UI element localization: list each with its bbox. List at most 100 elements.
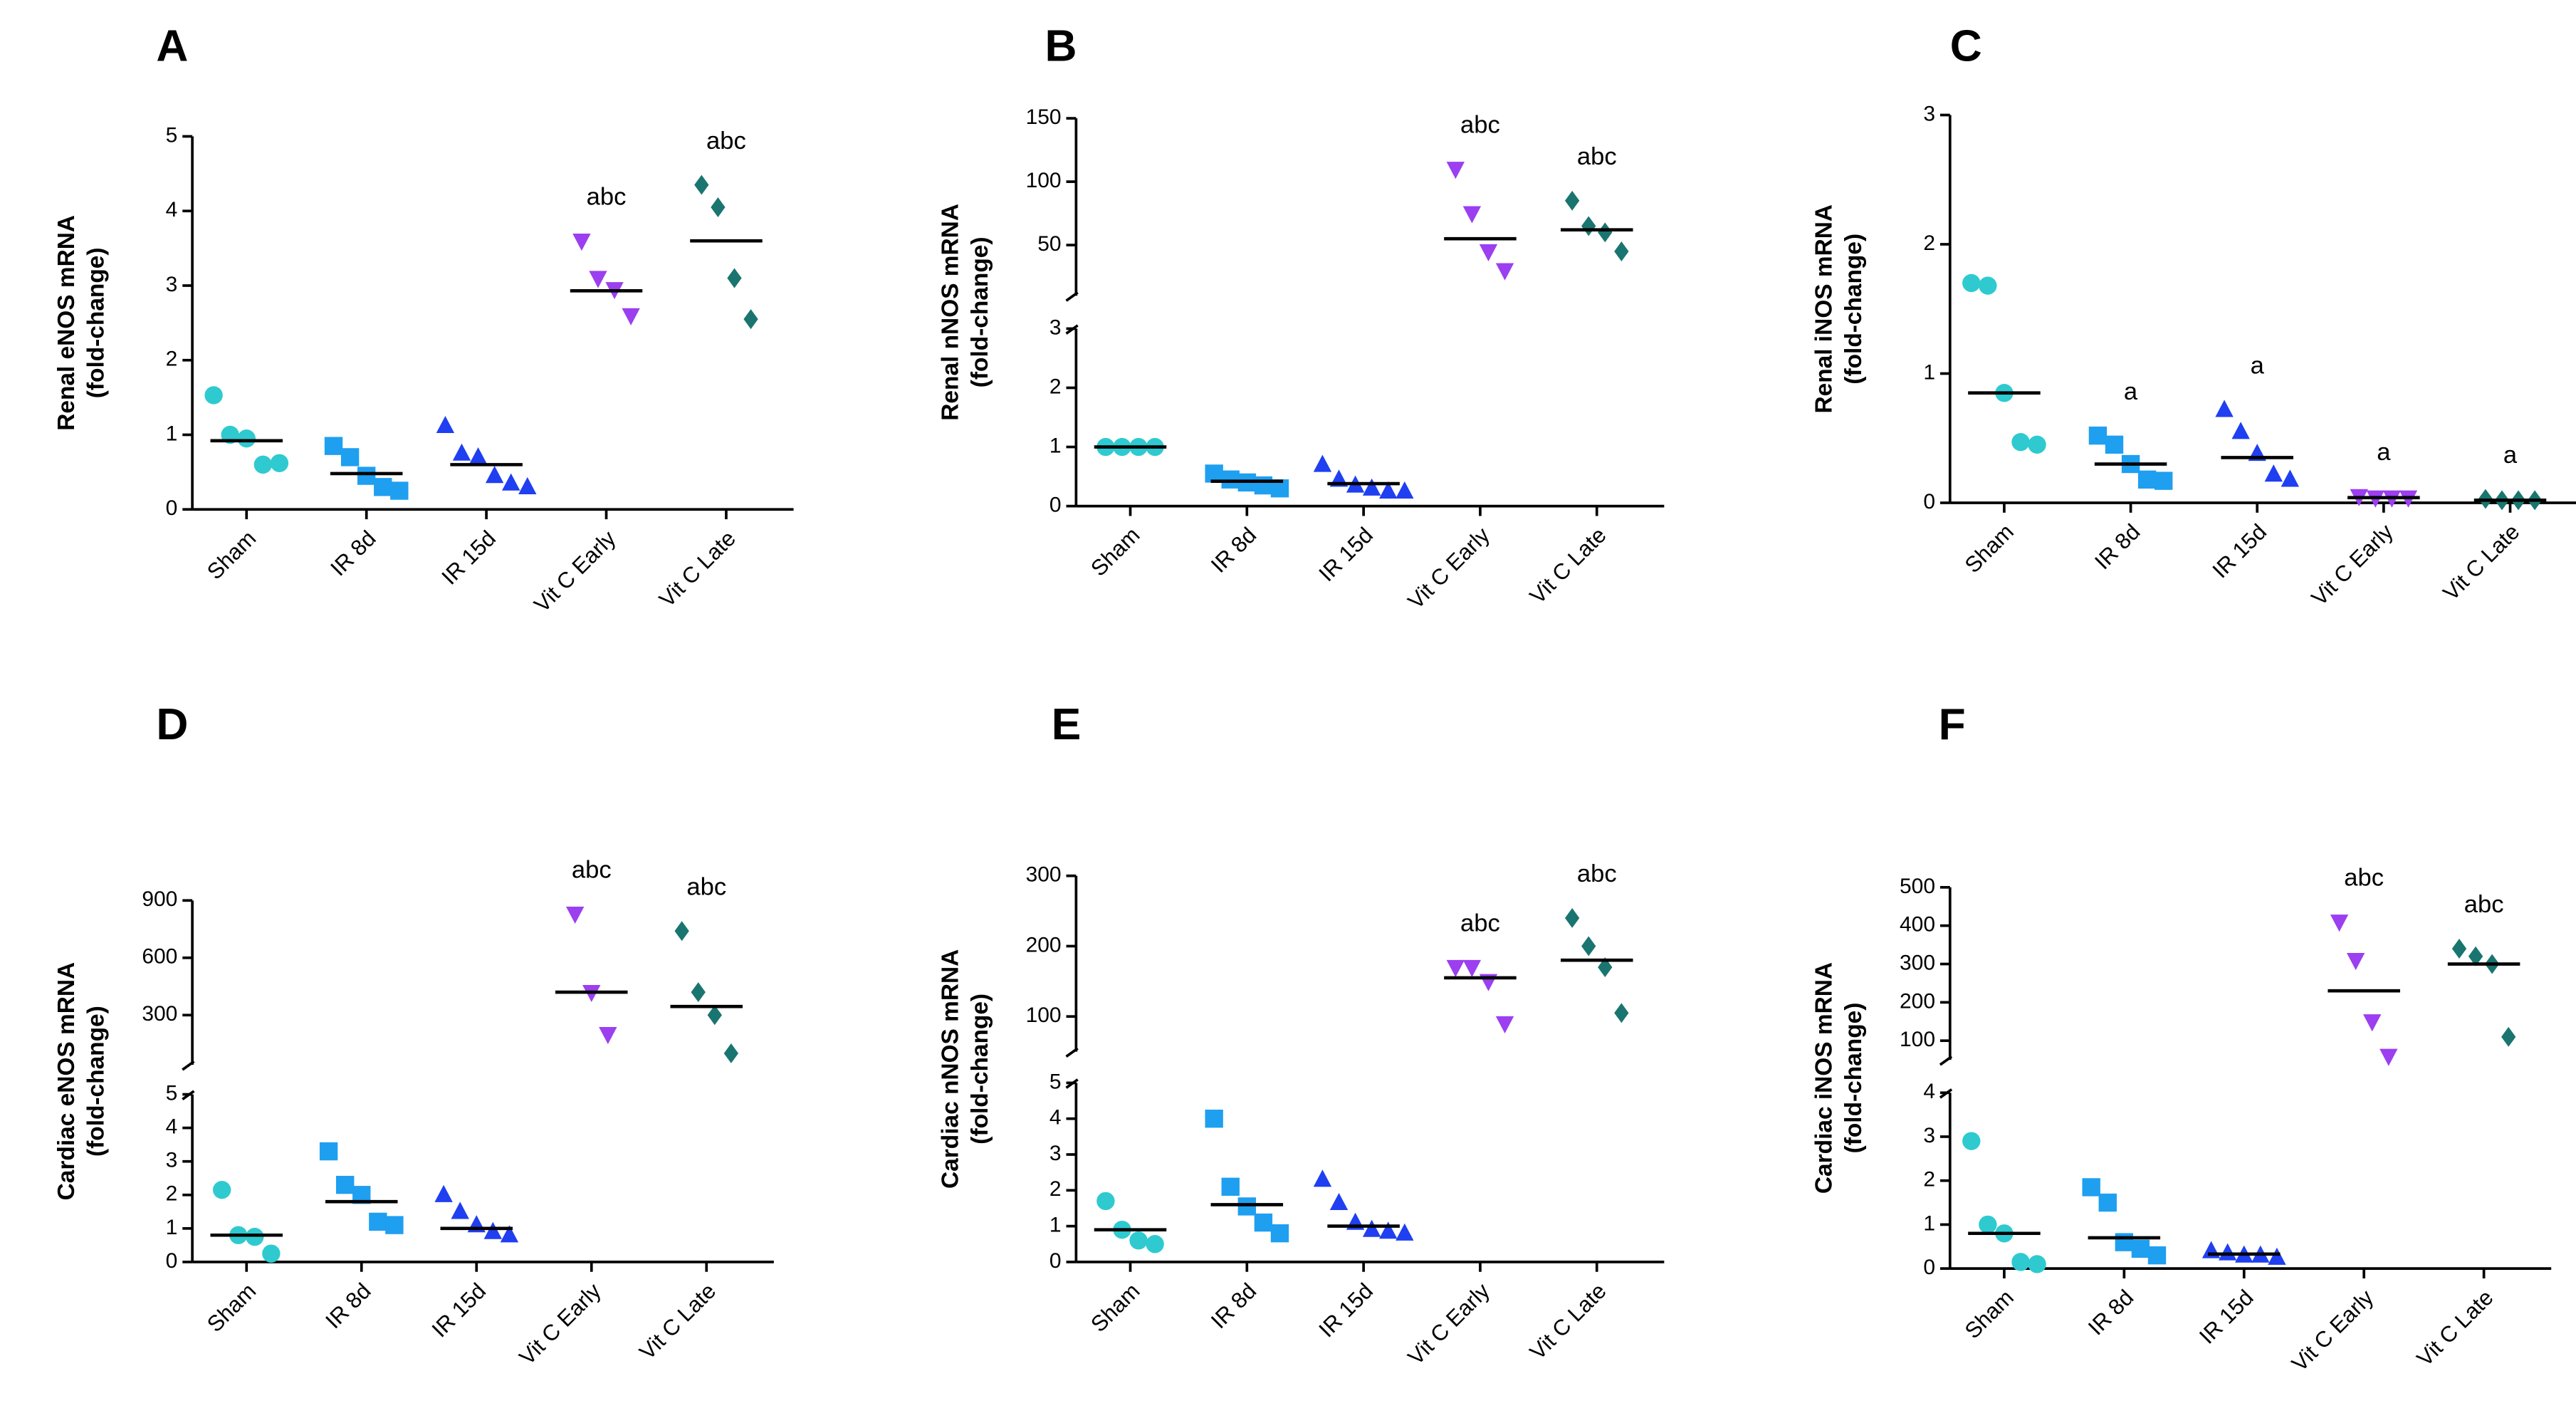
y-tick-label: 1	[1049, 434, 1062, 457]
y-axis-label: Cardiac iNOS mRNA	[1811, 962, 1838, 1194]
x-tick-label: Vit C Late	[2439, 519, 2525, 605]
annotation: abc	[587, 183, 627, 210]
point	[1598, 222, 1613, 243]
point	[1495, 1016, 1514, 1034]
y-axis-label: (fold-change)	[1841, 234, 1867, 385]
point	[1379, 481, 1398, 499]
point	[452, 443, 471, 461]
point	[622, 308, 640, 325]
point	[2137, 470, 2157, 489]
point	[436, 415, 455, 434]
y-tick-label: 2	[1049, 375, 1062, 398]
y-axis-label: Renal iNOS mRNA	[1811, 204, 1838, 414]
y-tick-label: 0	[1049, 1249, 1062, 1273]
panel-letter: B	[1045, 21, 1077, 71]
annotation: a	[2124, 378, 2138, 405]
y-axis-label: (fold-change)	[967, 236, 993, 387]
y-tick-label: 300	[142, 1002, 177, 1026]
point	[1581, 216, 1596, 236]
axis-break	[1939, 1055, 1953, 1066]
point	[1254, 476, 1273, 495]
point	[1379, 1221, 1398, 1239]
point	[1205, 1110, 1223, 1128]
y-tick-label: 4	[166, 198, 178, 221]
axis-break	[1065, 291, 1079, 302]
point	[1564, 908, 1580, 928]
x-tick-label: Vit C Late	[1525, 523, 1611, 609]
point	[723, 1043, 739, 1063]
point	[1962, 273, 1981, 293]
y-tick-label: 0	[1923, 490, 1935, 514]
point	[2028, 435, 2046, 454]
y-tick-label: 2	[1049, 1177, 1062, 1201]
point	[483, 1221, 503, 1239]
y-tick-label: 300	[1900, 951, 1935, 974]
y-tick-label: 2	[1923, 1168, 1935, 1192]
point	[707, 1005, 722, 1026]
point	[204, 386, 223, 405]
x-tick-label: IR 8d	[320, 1278, 375, 1333]
y-axis-label: Renal nNOS mRNA	[937, 204, 963, 421]
y-tick-label: 2	[1923, 231, 1935, 255]
point	[319, 1142, 338, 1161]
axis-break	[1065, 324, 1079, 335]
x-tick-label: IR 8d	[2083, 1285, 2138, 1340]
point	[1614, 1003, 1629, 1023]
x-tick-label: Sham	[202, 526, 261, 584]
point	[2264, 464, 2283, 482]
axis-break	[1065, 1078, 1079, 1089]
annotation: a	[2251, 353, 2265, 380]
y-axis-label: (fold-change)	[83, 247, 110, 398]
point	[2105, 435, 2124, 454]
point	[2082, 1178, 2100, 1197]
point	[518, 476, 537, 494]
x-tick-label: IR 8d	[1206, 1278, 1261, 1333]
point	[1462, 959, 1482, 978]
point	[485, 466, 504, 484]
point	[1146, 1235, 1164, 1253]
y-axis-label: Cardiac eNOS mRNA	[53, 962, 80, 1200]
x-tick-label: Vit C Late	[634, 1278, 721, 1365]
y-tick-label: 3	[1049, 1142, 1062, 1165]
point	[1446, 959, 1465, 978]
annotation: abc	[572, 856, 612, 883]
point	[2330, 914, 2349, 932]
point	[1564, 190, 1580, 211]
y-tick-label: 5	[1049, 1070, 1062, 1093]
point	[2231, 422, 2250, 439]
point	[1313, 454, 1332, 472]
point	[2219, 1243, 2237, 1261]
point	[2268, 1247, 2286, 1265]
y-tick-label: 400	[1900, 913, 1935, 937]
x-tick-label: Vit C Early	[1403, 1278, 1495, 1370]
point	[599, 1026, 617, 1045]
point	[2115, 1233, 2134, 1251]
point	[502, 473, 520, 491]
x-tick-label: Sham	[1960, 519, 2019, 578]
point	[727, 268, 742, 288]
point	[1329, 1192, 1349, 1211]
x-tick-label: Sham	[1086, 1278, 1144, 1337]
y-tick-label: 4	[1049, 1106, 1062, 1130]
point	[1979, 1215, 1997, 1234]
x-tick-label: IR 15d	[1314, 523, 1378, 587]
point	[369, 1212, 387, 1231]
x-tick-label: Sham	[1086, 523, 1144, 581]
x-tick-label: IR 8d	[325, 526, 380, 580]
point	[270, 454, 289, 472]
y-tick-label: 3	[1049, 316, 1062, 339]
point	[2154, 471, 2173, 490]
point	[1598, 957, 1613, 978]
annotation: a	[2377, 439, 2391, 466]
y-tick-label: 3	[1923, 102, 1935, 125]
x-tick-label: Vit C Early	[514, 1278, 606, 1370]
point	[1396, 481, 1414, 499]
y-axis-label: Cardiac nNOS mRNA	[937, 949, 963, 1189]
x-tick-label: IR 15d	[436, 526, 501, 590]
y-tick-label: 5	[166, 123, 178, 147]
y-tick-label: 0	[166, 1249, 178, 1273]
point	[1614, 241, 1629, 261]
x-tick-label: IR 15d	[2208, 519, 2272, 583]
